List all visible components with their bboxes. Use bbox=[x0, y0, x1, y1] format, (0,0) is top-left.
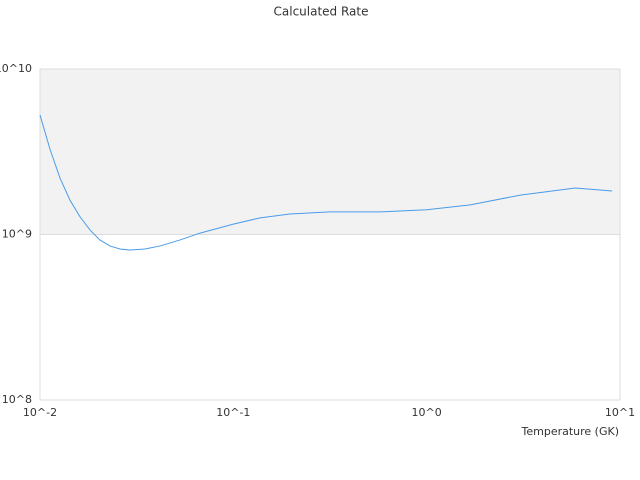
y-tick-label: 10^9 bbox=[2, 228, 32, 241]
x-axis-label: Temperature (GK) bbox=[521, 425, 620, 438]
data-line bbox=[39, 114, 613, 251]
y-tick-label: 10^10 bbox=[0, 62, 32, 75]
x-tick-label: 10^-2 bbox=[23, 406, 57, 419]
x-tick-label: 10^-1 bbox=[216, 406, 250, 419]
plot-band bbox=[40, 69, 620, 235]
x-tick-label: 10^0 bbox=[412, 406, 442, 419]
y-tick-label: 10^8 bbox=[2, 393, 32, 406]
chart-title: Calculated Rate bbox=[274, 5, 369, 19]
x-tick-label: 10^1 bbox=[605, 406, 635, 419]
